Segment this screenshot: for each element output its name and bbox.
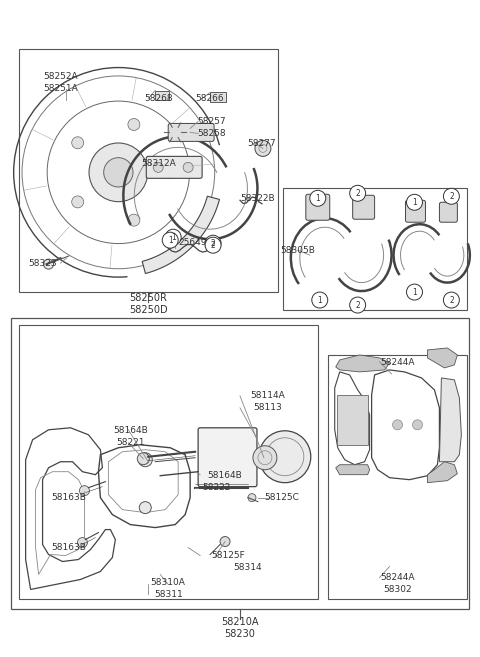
Text: 58113: 58113	[253, 403, 282, 413]
Text: 58302: 58302	[383, 585, 412, 594]
Text: 1: 1	[171, 233, 176, 242]
Circle shape	[220, 537, 230, 547]
Text: 58266: 58266	[196, 94, 224, 103]
Circle shape	[310, 191, 326, 206]
Text: 1: 1	[317, 296, 322, 305]
Text: 2: 2	[449, 192, 454, 201]
Circle shape	[165, 229, 181, 245]
Circle shape	[444, 292, 459, 308]
FancyBboxPatch shape	[198, 428, 257, 487]
Circle shape	[72, 137, 84, 148]
Polygon shape	[142, 196, 219, 273]
Text: 2: 2	[211, 240, 216, 250]
Polygon shape	[336, 355, 390, 372]
Circle shape	[248, 493, 256, 502]
Text: 58250R: 58250R	[129, 293, 167, 303]
Text: 58257: 58257	[198, 117, 227, 126]
Text: 58310A: 58310A	[151, 578, 186, 587]
Text: 58311: 58311	[154, 590, 182, 599]
Circle shape	[153, 162, 163, 172]
Circle shape	[255, 141, 271, 156]
Text: 58323: 58323	[28, 259, 57, 267]
Circle shape	[444, 189, 459, 204]
Text: 1: 1	[315, 194, 320, 203]
Text: 58252A: 58252A	[43, 72, 78, 81]
Text: 2: 2	[355, 189, 360, 198]
Circle shape	[137, 453, 149, 464]
Circle shape	[128, 214, 140, 226]
Polygon shape	[428, 348, 457, 368]
Circle shape	[407, 284, 422, 300]
FancyBboxPatch shape	[168, 124, 214, 141]
Bar	[19, 49, 278, 292]
Text: 2: 2	[211, 238, 216, 248]
Circle shape	[139, 502, 151, 514]
Polygon shape	[439, 378, 461, 462]
Text: 1: 1	[412, 288, 417, 296]
Circle shape	[350, 185, 366, 201]
Circle shape	[162, 232, 178, 248]
Bar	[19, 325, 318, 599]
Text: 58305B: 58305B	[280, 246, 315, 255]
Text: 58314: 58314	[234, 563, 262, 572]
Text: 58244A: 58244A	[380, 359, 415, 367]
Text: 58230: 58230	[225, 629, 255, 639]
Circle shape	[80, 486, 89, 495]
Text: 58258: 58258	[198, 129, 227, 138]
Circle shape	[138, 453, 152, 466]
Bar	[155, 91, 169, 101]
Polygon shape	[336, 464, 370, 475]
Circle shape	[77, 537, 87, 547]
Polygon shape	[428, 462, 457, 483]
FancyBboxPatch shape	[406, 200, 425, 222]
Circle shape	[205, 235, 221, 251]
Text: 58164B: 58164B	[208, 471, 242, 480]
Text: 58221: 58221	[116, 438, 144, 447]
Text: 58251A: 58251A	[43, 84, 78, 93]
Circle shape	[259, 431, 311, 483]
Circle shape	[104, 158, 133, 187]
Text: 58250D: 58250D	[129, 305, 168, 315]
Circle shape	[412, 420, 422, 430]
Bar	[11, 318, 469, 610]
Text: 58322B: 58322B	[240, 194, 275, 203]
FancyBboxPatch shape	[306, 194, 330, 220]
Text: 2: 2	[355, 300, 360, 309]
Bar	[328, 355, 468, 599]
Circle shape	[253, 445, 277, 470]
Text: 58277: 58277	[248, 139, 276, 148]
Circle shape	[128, 118, 140, 131]
Polygon shape	[336, 395, 368, 445]
Text: 58164B: 58164B	[113, 426, 148, 436]
Circle shape	[393, 420, 403, 430]
Text: 1: 1	[412, 198, 417, 207]
Circle shape	[183, 162, 193, 172]
Bar	[210, 93, 226, 102]
Text: 2: 2	[449, 296, 454, 305]
Circle shape	[312, 292, 328, 308]
Circle shape	[89, 143, 148, 202]
Text: 58244A: 58244A	[380, 573, 415, 582]
FancyBboxPatch shape	[439, 202, 457, 222]
FancyBboxPatch shape	[353, 195, 374, 219]
Text: 58125F: 58125F	[211, 551, 245, 560]
Circle shape	[163, 166, 175, 178]
Circle shape	[72, 196, 84, 208]
Text: 1: 1	[168, 236, 173, 244]
Circle shape	[44, 259, 54, 269]
Circle shape	[205, 237, 221, 253]
Text: 58210A: 58210A	[221, 618, 259, 627]
Bar	[283, 189, 468, 310]
Text: 58114A: 58114A	[251, 392, 285, 400]
Text: 58312A: 58312A	[141, 159, 176, 168]
Text: 58163B: 58163B	[51, 493, 86, 502]
Text: 58125C: 58125C	[264, 493, 300, 502]
Circle shape	[350, 297, 366, 313]
Text: 25649: 25649	[178, 238, 206, 246]
Circle shape	[407, 194, 422, 210]
Text: 58163B: 58163B	[51, 543, 86, 552]
Text: 58222: 58222	[202, 483, 230, 492]
FancyBboxPatch shape	[146, 156, 202, 178]
Text: 58268: 58268	[144, 94, 172, 103]
